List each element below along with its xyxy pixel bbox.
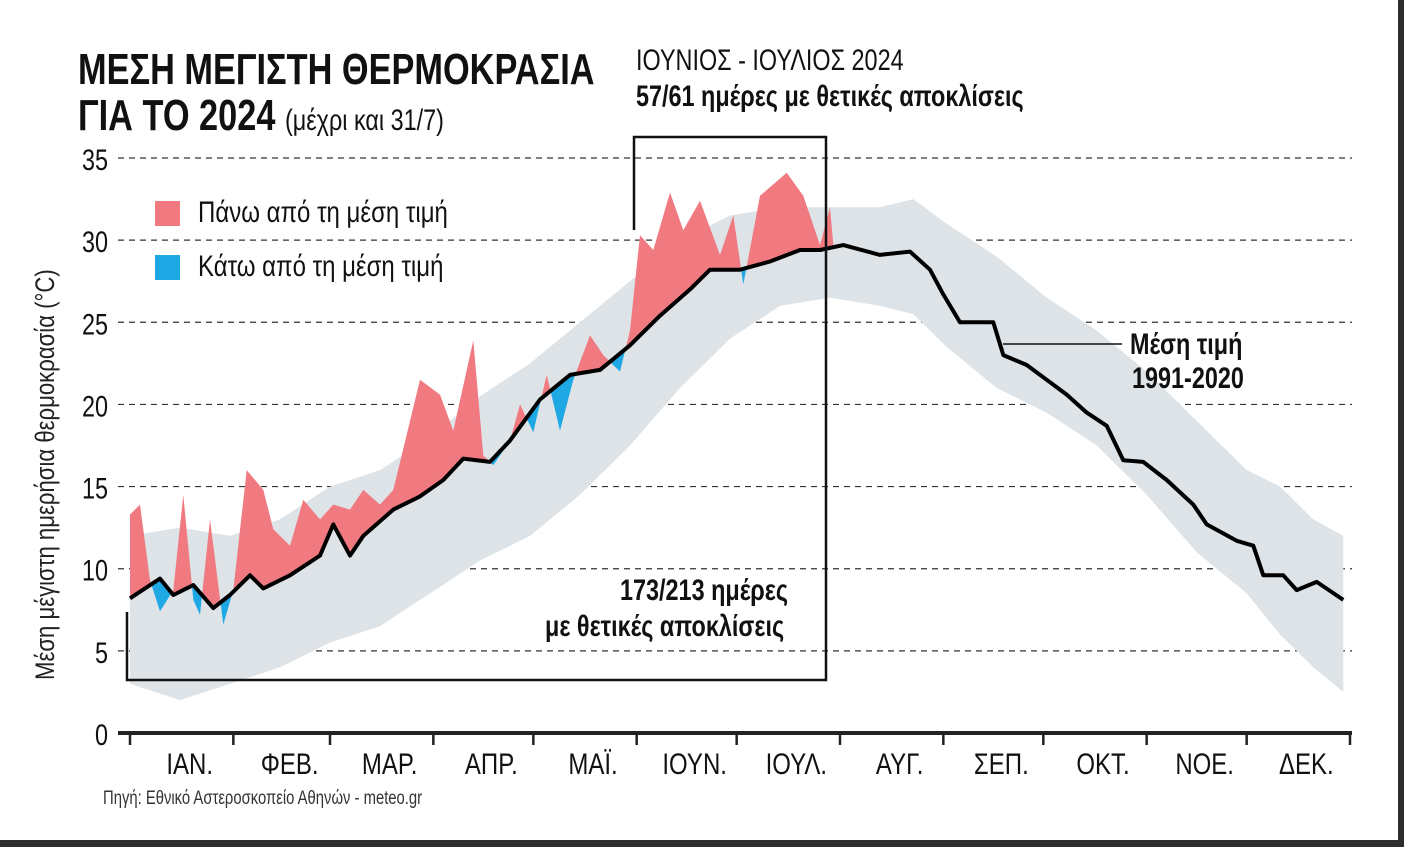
month-label: ΑΠΡ.: [465, 746, 518, 780]
ytd-annotation-count: 173/213 ημέρες: [620, 574, 789, 607]
mean-label: Μέση τιμή: [1130, 328, 1243, 361]
legend-swatch-below: [155, 254, 180, 280]
range-band: [130, 199, 1344, 701]
month-label: ΝΟΕ.: [1175, 746, 1234, 780]
month-label: ΙΟΥΛ.: [766, 746, 827, 780]
chart-subtitle: (μέχρι και 31/7): [284, 104, 444, 137]
month-label: ΣΕΠ.: [974, 746, 1029, 780]
summer-annotation-count: 57/61 ημέρες με θετικές αποκλίσεις: [636, 80, 1024, 113]
y-tick-label: 15: [82, 472, 108, 505]
legend-label-above: Πάνω από τη μέση τιμή: [198, 196, 448, 229]
ytd-bracket: [125, 135, 828, 682]
y-tick-label: 35: [82, 143, 108, 176]
legend-item-below: Κάτω από τη μέση τιμή: [155, 250, 505, 284]
month-label: ΑΥΓ.: [876, 746, 923, 780]
month-label: ΜΑΪ.: [568, 746, 617, 780]
legend-swatch-above: [155, 200, 180, 226]
y-tick-label: 25: [82, 308, 108, 341]
title-year: ΓΙΑ ΤΟ 2024: [78, 91, 276, 140]
month-label: ΟΚΤ.: [1076, 746, 1129, 780]
chart-title-line2: ΓΙΑ ΤΟ 2024 (μέχρι και 31/7): [78, 94, 444, 143]
y-tick-label: 30: [82, 225, 108, 258]
month-label: ΜΑΡ.: [362, 746, 418, 780]
month-label: ΙΟΥΝ.: [662, 746, 727, 780]
mean-line: [128, 243, 1345, 611]
legend-item-above: Πάνω από τη μέση τιμή: [155, 196, 510, 230]
chart-title: ΜΕΣΗ ΜΕΓΙΣΤΗ ΘΕΡΜΟΚΡΑΣΙΑ: [78, 45, 595, 94]
month-label: ΙΑΝ.: [166, 746, 213, 780]
month-label: ΦΕΒ.: [261, 746, 319, 780]
y-tick-label: 20: [82, 390, 108, 423]
source-note: Πηγή: Εθνικό Αστεροσκοπείο Αθηνών - mete…: [103, 788, 423, 809]
y-tick-label: 5: [95, 636, 108, 669]
y-axis-label: Μέση μέγιστη ημερήσια θερμοκρασία (°C): [30, 269, 60, 680]
legend-label-below: Κάτω από τη μέση τιμή: [198, 250, 444, 283]
y-tick-label: 10: [82, 554, 108, 587]
summer-annotation-title: ΙΟΥΝΙΟΣ - ΙΟΥΛΙΟΣ 2024: [636, 44, 904, 77]
annotation-box: [125, 135, 1122, 682]
month-label: ΔΕΚ.: [1279, 746, 1334, 780]
ytd-annotation-text: με θετικές αποκλίσεις: [545, 610, 785, 643]
y-tick-label: 0: [95, 718, 108, 751]
mean-label-period: 1991-2020: [1132, 362, 1244, 395]
